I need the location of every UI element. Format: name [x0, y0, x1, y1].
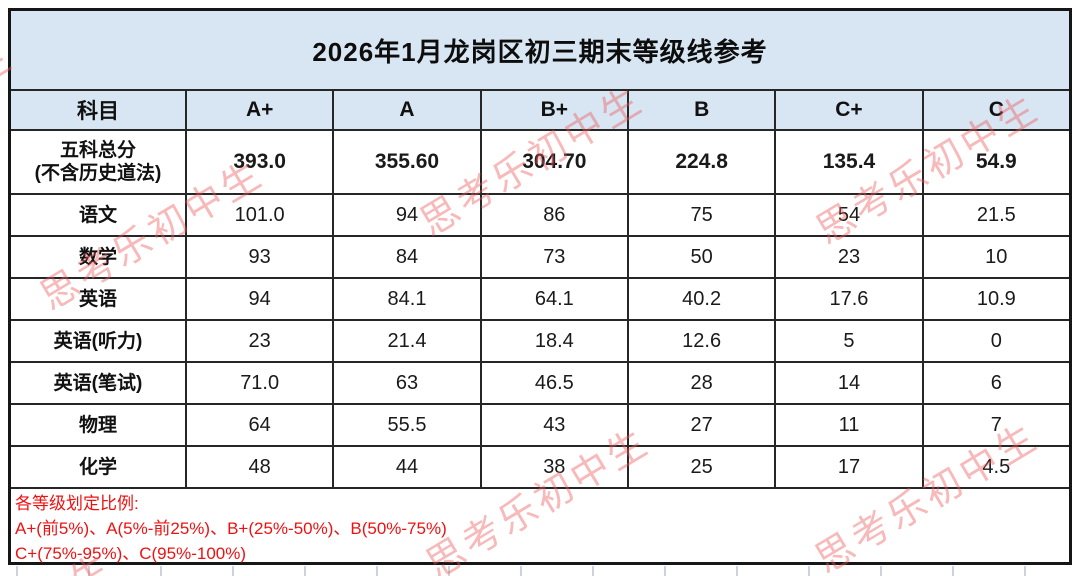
score-cell: 14 [774, 363, 921, 403]
score-cell: 4.5 [921, 447, 1069, 487]
table-row: 化学 48 44 38 25 17 4.5 [11, 445, 1069, 487]
score-cell: 75 [626, 195, 774, 235]
score-cell: 5 [774, 321, 921, 361]
footer-note: 各等级划定比例: A+(前5%)、A(5%-前25%)、B+(25%-50%)、… [11, 487, 1069, 566]
score-cell: 10 [921, 237, 1069, 277]
score-cell: 101.0 [185, 195, 332, 235]
row-label: 数学 [78, 246, 117, 268]
score-cell: 46.5 [479, 363, 627, 403]
footer-line-3: C+(75%-95%)、C(95%-100%) [15, 544, 247, 563]
score-cell: 23 [185, 321, 332, 361]
score-cell: 40.2 [626, 279, 774, 319]
spreadsheet-grid-remnant [8, 566, 1072, 576]
table-row: 五科总分 (不含历史道法) 393.0 355.60 304.70 224.8 135.4 5… [11, 129, 1069, 193]
score-cell: 64 [185, 405, 332, 445]
score-cell: 63 [332, 363, 479, 403]
score-cell: 6 [921, 363, 1069, 403]
score-cell: 54 [774, 195, 921, 235]
row-label: 化学 [78, 456, 117, 478]
score-cell: 21.4 [332, 321, 479, 361]
row-label: 英语(笔试) [53, 372, 143, 394]
grade-line-table: 2026年1月龙岗区初三期末等级线参考 科目 A+ A B+ B C+ C 五科总分 (不含… [8, 8, 1072, 565]
score-cell: 17 [774, 447, 921, 487]
footer-line-2: A+(前5%)、A(5%-前25%)、B+(25%-50%)、B(50%-75%… [15, 519, 447, 538]
score-cell: 10.9 [921, 279, 1069, 319]
score-cell: 84.1 [332, 279, 479, 319]
table-row: 英语(听力) 23 21.4 18.4 12.6 5 0 [11, 319, 1069, 361]
score-cell: 135.4 [774, 131, 921, 193]
column-header-grade: C+ [774, 91, 921, 129]
table-row: 数学 93 84 73 50 23 10 [11, 235, 1069, 277]
table-row: 英语(笔试) 71.0 63 46.5 28 14 6 [11, 361, 1069, 403]
score-cell: 55.5 [332, 405, 479, 445]
column-header-grade: A [332, 91, 479, 129]
score-cell: 50 [626, 237, 774, 277]
score-cell: 25 [626, 447, 774, 487]
table-row: 英语 94 84.1 64.1 40.2 17.6 10.9 [11, 277, 1069, 319]
score-cell: 17.6 [774, 279, 921, 319]
score-cell: 355.60 [332, 131, 479, 193]
score-cell: 27 [626, 405, 774, 445]
score-cell: 0 [921, 321, 1069, 361]
score-cell: 48 [185, 447, 332, 487]
score-cell: 84 [332, 237, 479, 277]
score-cell: 304.70 [479, 131, 627, 193]
score-cell: 94 [185, 279, 332, 319]
score-cell: 21.5 [921, 195, 1069, 235]
score-cell: 54.9 [921, 131, 1069, 193]
column-header-grade: B+ [479, 91, 627, 129]
table-row: 物理 64 55.5 43 27 11 7 [11, 403, 1069, 445]
table-title: 2026年1月龙岗区初三期末等级线参考 [11, 11, 1069, 89]
score-cell: 18.4 [479, 321, 627, 361]
row-label: 英语 [78, 288, 117, 310]
score-cell: 73 [479, 237, 627, 277]
score-cell: 93 [185, 237, 332, 277]
score-cell: 44 [332, 447, 479, 487]
column-header-grade: B [626, 91, 774, 129]
score-cell: 224.8 [626, 131, 774, 193]
row-label: 语文 [78, 204, 117, 226]
score-cell: 64.1 [479, 279, 627, 319]
score-cell: 43 [479, 405, 627, 445]
score-cell: 38 [479, 447, 627, 487]
column-header-grade: C [921, 91, 1069, 129]
score-cell: 28 [626, 363, 774, 403]
score-cell: 94 [332, 195, 479, 235]
column-header-grade: A+ [185, 91, 332, 129]
row-label: 英语(听力) [53, 330, 143, 352]
table-header-row: 科目 A+ A B+ B C+ C [11, 89, 1069, 129]
score-cell: 23 [774, 237, 921, 277]
score-cell: 12.6 [626, 321, 774, 361]
score-cell: 71.0 [185, 363, 332, 403]
score-cell: 11 [774, 405, 921, 445]
footer-line-1: 各等级划定比例: [15, 494, 139, 513]
row-label: 物理 [78, 414, 117, 436]
column-header-subject: 科目 [77, 100, 119, 123]
table-body: 五科总分 (不含历史道法) 393.0 355.60 304.70 224.8 135.4 5… [11, 129, 1069, 487]
table-row: 语文 101.0 94 86 75 54 21.5 [11, 193, 1069, 235]
row-label: 五科总分 (不含历史道法) [34, 140, 162, 184]
score-cell: 393.0 [185, 131, 332, 193]
score-cell: 7 [921, 405, 1069, 445]
score-cell: 86 [479, 195, 627, 235]
